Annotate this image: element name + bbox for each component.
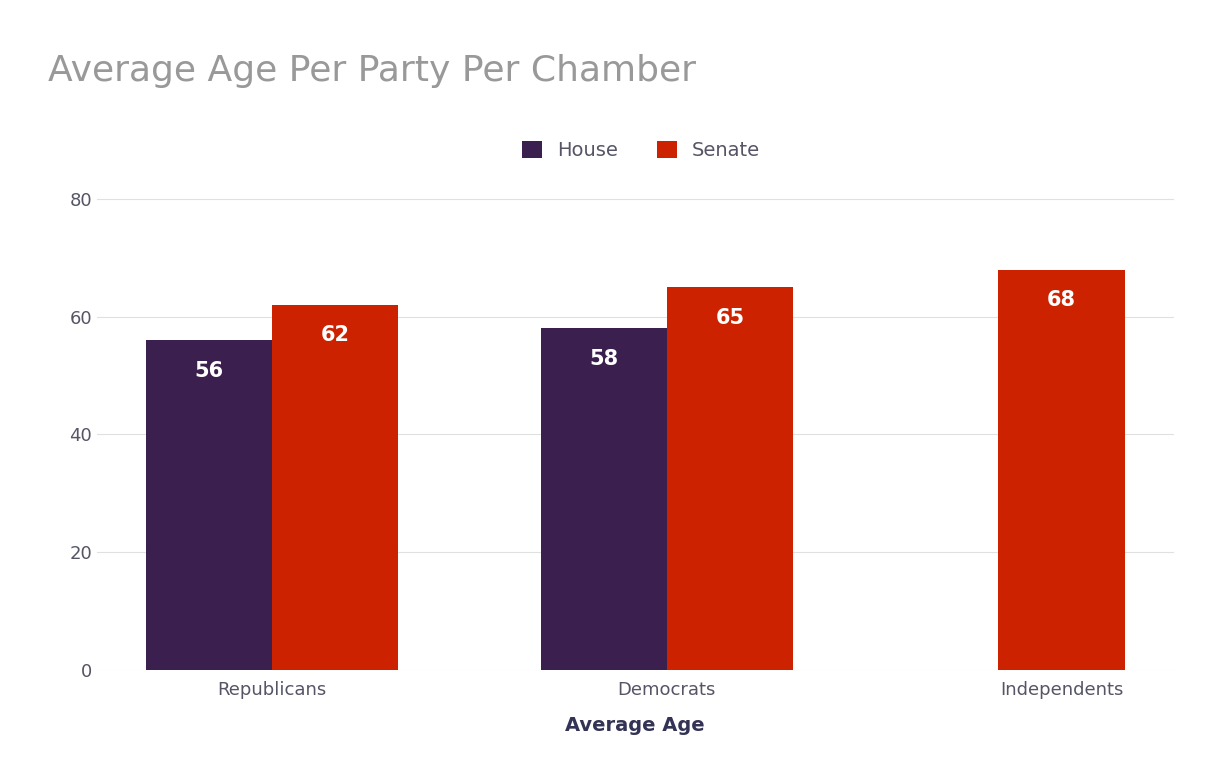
Bar: [998, 270, 1125, 670]
Legend: House, Senate: House, Senate: [514, 133, 768, 168]
Text: 58: 58: [589, 349, 618, 369]
Text: 56: 56: [195, 361, 224, 381]
Text: Average Age Per Party Per Chamber: Average Age Per Party Per Chamber: [48, 54, 697, 88]
Bar: [145, 340, 272, 670]
X-axis label: Average Age: Average Age: [565, 715, 705, 735]
Text: 68: 68: [1047, 290, 1076, 310]
Text: 65: 65: [715, 308, 744, 328]
Bar: [272, 305, 398, 670]
Bar: [541, 328, 667, 670]
Bar: [667, 287, 793, 670]
Text: 62: 62: [321, 326, 350, 346]
